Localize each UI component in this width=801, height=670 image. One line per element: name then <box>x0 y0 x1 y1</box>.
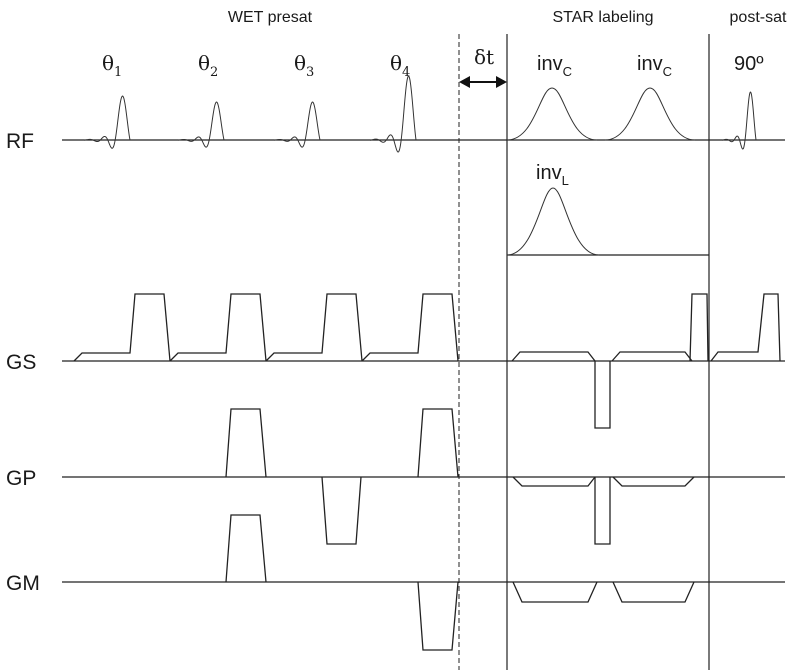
section-label-post-sat: post-sat <box>730 9 787 26</box>
gs-post-sat-crusher <box>710 293 781 362</box>
theta-1-label: θ1 <box>102 51 122 80</box>
theta-2-label: θ2 <box>198 51 218 80</box>
section-label-star-labeling: STAR labeling <box>552 9 653 26</box>
wet-pulse-theta-1 <box>83 95 131 149</box>
post-sat-90-label: 90º <box>734 53 764 75</box>
gs-crusher-1 <box>73 293 171 362</box>
gs-star-select-2 <box>611 351 693 362</box>
post-sat-rf-pulse <box>721 91 757 150</box>
gs-crusher-3 <box>265 293 363 362</box>
gs-crusher-4 <box>361 293 459 362</box>
gp-crusher-2 <box>225 408 267 478</box>
gp-star-1 <box>512 476 596 487</box>
theta-4-label: θ4 <box>390 51 410 80</box>
wet-pulse-theta-3 <box>273 101 321 148</box>
gs-star-spoiler <box>594 361 611 429</box>
gm-crusher-4 <box>417 581 459 651</box>
delay-label: δt <box>474 45 494 69</box>
inv-c-pulse-2 <box>604 87 696 141</box>
wet-pulse-theta-2 <box>177 101 225 148</box>
gp-crusher-3 <box>321 476 362 545</box>
gs-crusher-2 <box>169 293 267 362</box>
gm-crusher-2 <box>225 514 267 583</box>
post-sat-90-pulse <box>721 91 757 150</box>
gm-star-1 <box>512 581 598 603</box>
inv-c-pulse-1 <box>506 87 598 141</box>
gm-star-2 <box>612 581 695 603</box>
row-label-rf: RF <box>6 130 34 153</box>
inv-l-pulse <box>506 187 600 256</box>
gs-star-end-pulse <box>689 293 709 362</box>
inv-l-label: invL <box>536 162 569 188</box>
row-label-gp: GP <box>6 467 36 490</box>
section-label-wet-presat: WET presat <box>228 9 313 26</box>
gp-star-2 <box>612 476 695 487</box>
theta-3-label: θ3 <box>294 51 314 80</box>
row-label-gs: GS <box>6 351 36 374</box>
gp-crusher-4 <box>417 408 459 478</box>
gp-star-spoiler <box>594 477 611 545</box>
inv-c-label-1: invC <box>537 53 572 79</box>
inv-c-label-2: invC <box>637 53 672 79</box>
wet-pulse-theta-4 <box>369 75 417 153</box>
delay-arrow <box>459 76 507 88</box>
gs-star-select-1 <box>511 351 596 362</box>
row-label-gm: GM <box>6 572 40 595</box>
wet-rf-pulses <box>83 75 417 153</box>
